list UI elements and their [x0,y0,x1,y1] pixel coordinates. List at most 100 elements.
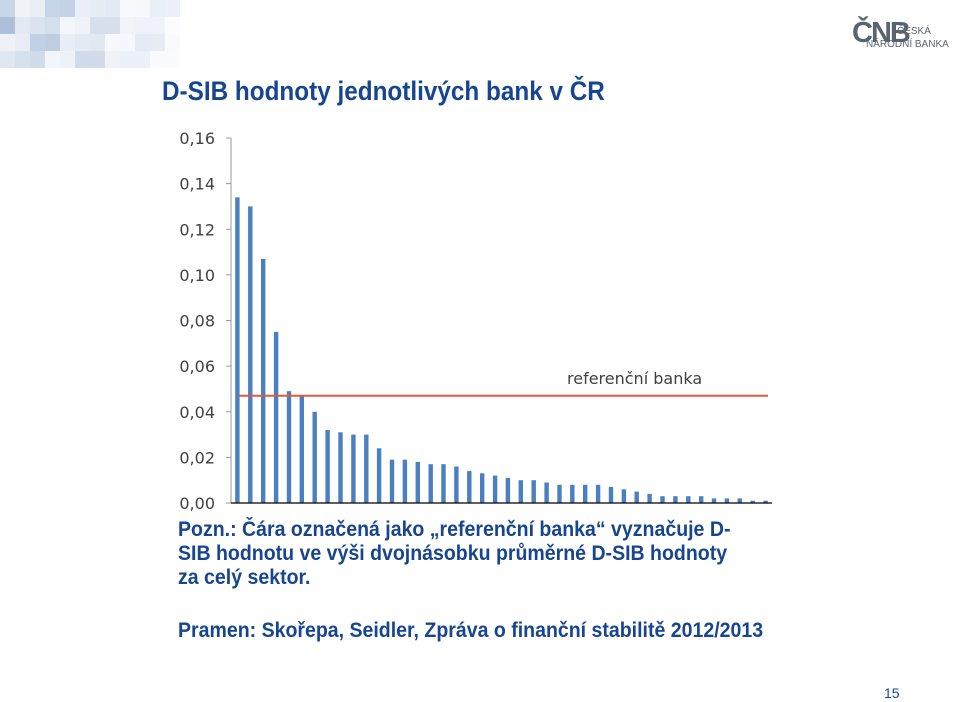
bar [505,477,511,503]
bar [647,493,652,503]
logo-text-line1: ČESKÁ [897,26,931,37]
page-number: 15 [884,685,900,701]
bar [518,480,523,503]
mosaic-tile [30,34,45,51]
bar [531,480,536,503]
bar [737,498,742,503]
bar [492,475,498,503]
reference-bank-label: referenční banka [567,369,702,388]
mosaic-tile [135,17,150,34]
y-tick-label: 0,12 [179,220,215,239]
mosaic-tile [45,34,60,51]
mosaic-tile [75,0,90,17]
y-tick-label: 0,10 [179,266,215,285]
mosaic-tile [15,34,30,51]
bar [544,482,549,503]
mosaic-tile [45,51,60,68]
mosaic-tile [90,17,105,34]
slide-title: D-SIB hodnoty jednotlivých bank v ČR [162,76,605,106]
bar [750,500,755,503]
bar [351,434,356,503]
bar [686,496,691,503]
bar [376,448,382,504]
bar [299,395,304,503]
mosaic-tile [150,34,165,51]
bar [673,496,678,503]
chart-note: Pozn.: Čára označená jako „referenční ba… [178,518,829,590]
bar [428,464,433,503]
bar [711,498,717,503]
mosaic-tile [90,0,105,17]
bar [557,484,562,504]
mosaic-tile [120,0,135,17]
note-line: SIB hodnotu ve výši dvojnásobku průměrné… [178,542,728,565]
mosaic-tile [105,0,120,17]
bar [467,471,472,503]
bar [441,464,446,503]
bar [608,487,614,503]
bar [724,498,730,503]
mosaic-tile [150,0,165,17]
note-line: Pozn.: Čára označená jako „referenční ba… [178,518,731,541]
mosaic-tile [150,51,165,68]
mosaic-tile [120,51,135,68]
mosaic-tile [75,17,90,34]
y-tick-label: 0,14 [179,175,215,194]
mosaic-tile [135,0,150,17]
mosaic-tile [105,17,120,34]
mosaic-tile [105,51,120,68]
mosaic-tile [165,34,180,51]
mosaic-tile [135,34,150,51]
mosaic-tile [90,51,105,68]
decorative-mosaic [0,0,180,68]
y-tick-label: 0,04 [179,403,215,422]
mosaic-tile [120,17,135,34]
bar [415,461,420,503]
mosaic-tile [0,0,15,17]
bar [634,491,639,503]
mosaic-tile [45,17,60,34]
y-tick-label: 0,00 [179,494,215,513]
cnb-logo: ČNB ČESKÁ NÁRODNÍ BANKA [852,16,952,60]
source-citation: Pramen: Skořepa, Seidler, Zpráva o finan… [178,619,764,642]
note-line: za celý sektor. [178,566,311,589]
bar [454,466,459,503]
mosaic-tile [60,17,75,34]
mosaic-tile [45,0,60,17]
bar [699,496,704,503]
mosaic-tile [0,34,15,51]
bar [325,430,330,503]
bar [763,500,768,503]
mosaic-tile [165,17,180,34]
mosaic-tile [15,17,30,34]
mosaic-tile [60,51,75,68]
bar [248,206,253,503]
mosaic-tile [165,51,180,68]
bar [621,489,627,503]
bar [583,484,588,504]
bar [235,197,240,504]
bar [402,459,408,503]
mosaic-tile [105,34,120,51]
mosaic-tile [30,51,45,68]
bar [273,331,279,503]
bar [364,434,369,503]
mosaic-tile [0,51,15,68]
mosaic-tile [75,34,90,51]
bar [312,411,317,504]
bar [338,432,343,503]
y-tick-label: 0,06 [179,357,215,376]
mosaic-tile [30,0,45,17]
bar [389,459,395,503]
mosaic-tile [120,34,135,51]
bar [570,484,575,504]
mosaic-tile [165,0,180,17]
mosaic-tile [0,17,15,34]
bar [660,496,665,503]
bar [261,258,266,503]
mosaic-tile [30,17,45,34]
mosaic-tile [60,34,75,51]
mosaic-tile [60,0,75,17]
bar [480,473,485,503]
